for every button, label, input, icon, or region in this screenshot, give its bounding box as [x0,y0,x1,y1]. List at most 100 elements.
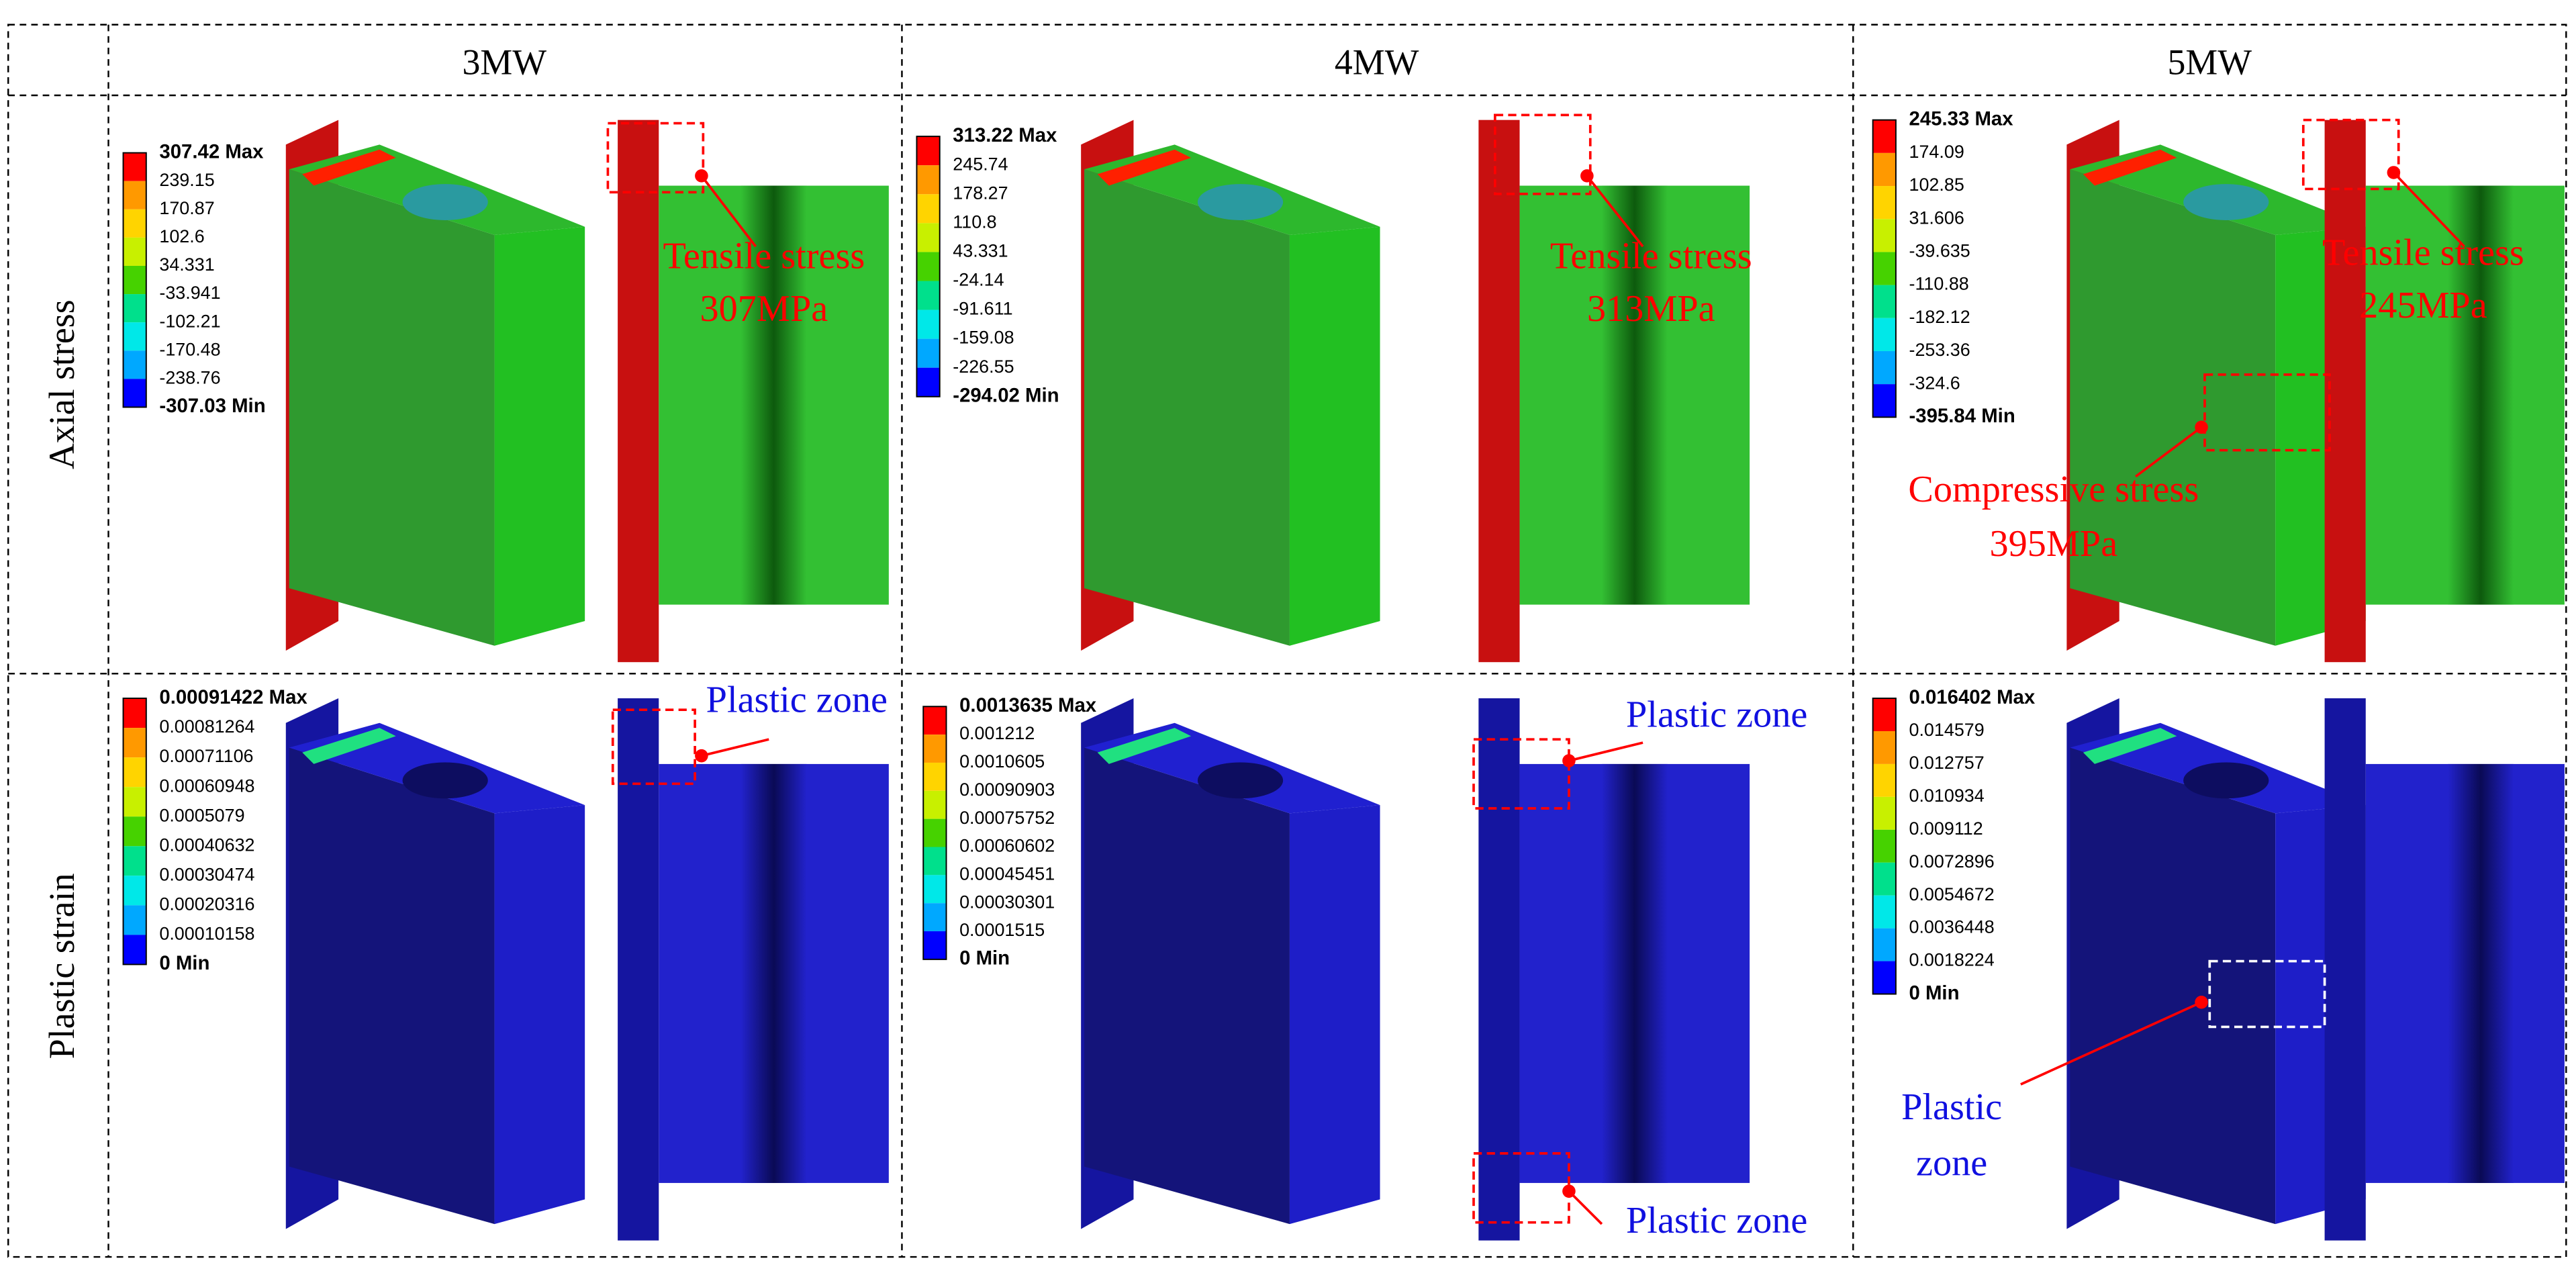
legend-label: 0.00091422 Max [159,686,307,708]
legend-band [916,136,940,166]
leader-dot [695,749,708,763]
legend-band [916,223,940,252]
legend-frame [1872,698,1897,995]
hot-edge [1097,728,1192,764]
legend-label: -110.88 [1909,274,1968,294]
legend-label: 0.00020316 [159,894,254,914]
legend-band [123,237,146,266]
hot-edge [2083,728,2177,764]
leader-dot [1562,1184,1576,1198]
legend-label: 0.00081264 [159,716,254,737]
legend-frame [916,136,941,397]
bolt-hole [2183,184,2269,220]
legend-band [123,350,146,379]
legend-band [923,735,947,763]
leader-dot [2195,995,2208,1009]
legend-label: 0.001212 [959,723,1035,743]
legend-label: 0.0013635 Max [959,694,1097,716]
legend-label: 0.016402 Max [1909,686,2035,708]
legend-label: 0.0010605 [959,751,1045,771]
legend-label: 34.331 [159,254,214,275]
legend-label: -226.55 [953,357,1014,377]
section-band [741,185,807,605]
contour-plot [2066,698,2565,1252]
legend-band [1872,318,1896,351]
section-band [2448,763,2514,1183]
legend-label: 43.331 [953,241,1008,261]
legend-label: 0.014579 [1909,720,1984,740]
legend-band [123,294,146,323]
leader-line [2020,1001,2202,1086]
annotation: Plastic zone [1626,1200,1807,1241]
legend-band [123,265,146,295]
contour-plot [2066,120,2565,672]
bolt-hole [2183,762,2269,799]
legend-frame [122,152,147,408]
section-band [741,763,807,1183]
legend-band [1872,285,1896,318]
highlight-box [1472,738,1570,810]
block-side [1289,226,1380,646]
legend-band [1872,796,1896,830]
legend-band [923,875,947,904]
legend-band [916,252,940,281]
legend-band [1872,186,1896,220]
hot-edge [2083,149,2177,186]
legend-band [1872,350,1896,385]
leader-dot [2195,420,2208,434]
legend-label: 0.0018224 [1909,950,1994,970]
legend-label: 313.22 Max [953,124,1057,146]
leader-dot [1562,754,1576,767]
legend-label: 31.606 [1909,207,1964,228]
section-notch [2369,608,2565,672]
leader-line [1568,1190,1603,1225]
bolt-hole [1197,762,1284,799]
legend-frame [122,698,147,965]
legend-label: -182.12 [1909,307,1970,327]
column-header: 5MW [2168,42,2252,82]
legend-band [1872,219,1896,252]
highlight-box [606,122,705,194]
legend-label: -33.941 [159,283,220,303]
annotation: Plastic zone [1626,694,1807,735]
section-flange [1478,120,1520,663]
legend-band [123,757,146,788]
section-notch [1523,120,1754,183]
legend-band [916,310,940,339]
legend-label: 0.0036448 [1909,917,1994,937]
annotation: 245MPa [2359,285,2487,326]
leader-dot [1580,169,1594,183]
hot-edge [1097,149,1192,186]
legend-band [923,790,947,819]
highlight-box [1493,113,1592,195]
legend-label: 110.8 [953,211,996,232]
legend-label: 174.09 [1909,142,1964,162]
section-flange [618,698,659,1241]
annotation: 313MPa [1587,288,1715,330]
leader-line [1568,741,1643,762]
highlight-box [1472,1152,1570,1224]
legend-label: 0.0001515 [959,920,1045,940]
legend-frame [922,706,947,960]
legend-label: -324.6 [1909,373,1960,393]
bolt-hole [402,762,488,799]
legend-band [1872,730,1896,764]
legend-band [1872,384,1896,418]
block-front [1084,169,1290,646]
legend-band [1872,152,1896,187]
block-side [1289,805,1380,1225]
legend-label: 0.00075752 [959,808,1055,828]
annotation: 307MPa [700,288,828,330]
section-notch [2369,698,2565,761]
legend-label: 170.87 [159,198,214,218]
annotation: Compressive stress [1908,469,2199,510]
legend-band [1872,698,1896,731]
annotation: Tensile stress [1550,236,1752,277]
row-header: Plastic strain [42,873,82,1059]
legend-label: 0.00071106 [159,746,253,766]
legend-band [123,846,146,876]
row-header: Axial stress [42,299,82,469]
legend-band [923,818,947,847]
legend-label: 0.00030301 [959,892,1055,912]
leader-dot [2387,166,2401,179]
